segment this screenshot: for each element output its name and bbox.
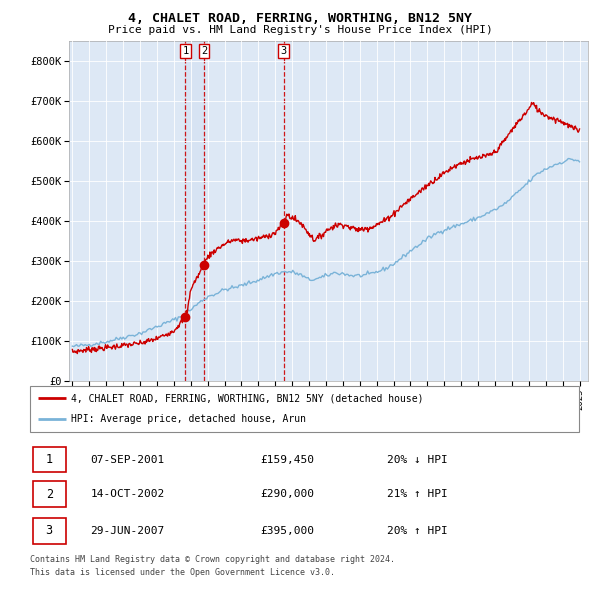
Text: Price paid vs. HM Land Registry's House Price Index (HPI): Price paid vs. HM Land Registry's House … [107, 25, 493, 35]
FancyBboxPatch shape [33, 447, 65, 472]
Text: 21% ↑ HPI: 21% ↑ HPI [387, 489, 448, 499]
FancyBboxPatch shape [33, 518, 65, 543]
Text: 4, CHALET ROAD, FERRING, WORTHING, BN12 5NY (detached house): 4, CHALET ROAD, FERRING, WORTHING, BN12 … [71, 394, 424, 404]
Bar [185, 41, 204, 381]
Text: 14-OCT-2002: 14-OCT-2002 [91, 489, 164, 499]
Text: HPI: Average price, detached house, Arun: HPI: Average price, detached house, Arun [71, 414, 306, 424]
Text: £159,450: £159,450 [260, 455, 314, 464]
Text: £290,000: £290,000 [260, 489, 314, 499]
Text: £395,000: £395,000 [260, 526, 314, 536]
Text: 2: 2 [201, 47, 207, 57]
Text: 1: 1 [46, 453, 53, 466]
FancyBboxPatch shape [33, 481, 65, 507]
Text: 07-SEP-2001: 07-SEP-2001 [91, 455, 164, 464]
Text: 3: 3 [280, 47, 287, 57]
Text: 3: 3 [46, 525, 53, 537]
Text: 29-JUN-2007: 29-JUN-2007 [91, 526, 164, 536]
Text: 2: 2 [46, 487, 53, 501]
Text: 4, CHALET ROAD, FERRING, WORTHING, BN12 5NY: 4, CHALET ROAD, FERRING, WORTHING, BN12 … [128, 12, 472, 25]
Text: This data is licensed under the Open Government Licence v3.0.: This data is licensed under the Open Gov… [30, 568, 335, 576]
Text: 20% ↓ HPI: 20% ↓ HPI [387, 455, 448, 464]
Text: 1: 1 [182, 47, 188, 57]
FancyBboxPatch shape [30, 386, 579, 432]
Text: Contains HM Land Registry data © Crown copyright and database right 2024.: Contains HM Land Registry data © Crown c… [30, 555, 395, 563]
Text: 20% ↑ HPI: 20% ↑ HPI [387, 526, 448, 536]
